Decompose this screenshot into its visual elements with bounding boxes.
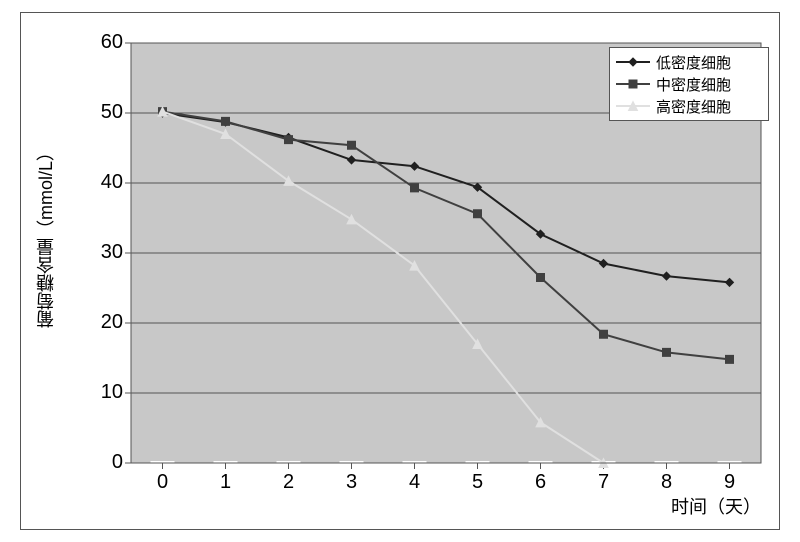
outer-frame: 葡萄糖含量（mmol/L） 时间（天） 低密度细胞中密度细胞高密度细胞 0102… (20, 12, 780, 530)
y-tick-label: 0 (83, 451, 123, 474)
legend-item: 低密度细胞 (616, 51, 762, 73)
x-tick-label: 9 (715, 471, 745, 494)
y-tick-label: 50 (83, 101, 123, 124)
x-tick-label: 3 (337, 471, 367, 494)
x-tick-label: 4 (400, 471, 430, 494)
legend-label: 中密度细胞 (656, 74, 731, 95)
x-tick-label: 2 (274, 471, 304, 494)
y-tick-label: 10 (83, 381, 123, 404)
y-tick-label: 40 (83, 171, 123, 194)
x-tick-label: 7 (589, 471, 619, 494)
x-tick-label: 5 (463, 471, 493, 494)
legend-label: 低密度细胞 (656, 52, 731, 73)
y-tick-label: 20 (83, 311, 123, 334)
legend: 低密度细胞中密度细胞高密度细胞 (609, 47, 769, 121)
legend-item: 中密度细胞 (616, 73, 762, 95)
y-tick-label: 60 (83, 31, 123, 54)
legend-swatch (616, 77, 650, 91)
legend-swatch (616, 99, 650, 113)
x-tick-label: 8 (652, 471, 682, 494)
legend-swatch (616, 55, 650, 69)
y-tick-label: 30 (83, 241, 123, 264)
legend-item: 高密度细胞 (616, 95, 762, 117)
x-tick-label: 0 (148, 471, 178, 494)
x-tick-label: 1 (211, 471, 241, 494)
legend-label: 高密度细胞 (656, 96, 731, 117)
x-tick-label: 6 (526, 471, 556, 494)
